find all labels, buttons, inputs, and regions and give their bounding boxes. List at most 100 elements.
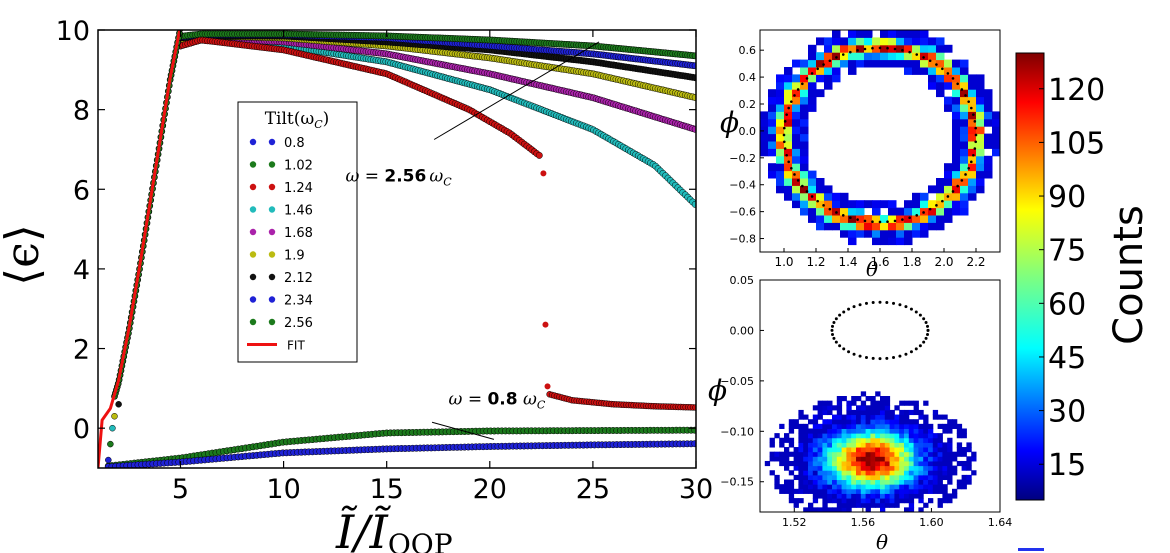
heatmap-cell [803,488,809,494]
heatmap-cell [968,81,977,90]
heatmap-cell [816,37,825,46]
heatmap-cell [822,428,828,434]
heatmap-cell [912,192,921,201]
heatmap-cell [808,96,817,105]
ellipse-dot [909,350,913,354]
heatmap-cell [803,465,809,471]
heatmap-cell [808,207,817,216]
heatmap-cell [947,419,953,425]
heatmap-cell [851,484,857,490]
heatmap-cell [856,488,862,494]
ring-dot [915,214,919,217]
heatmap-cell [827,419,833,425]
heatmap-cell [904,229,913,238]
heatmap-cell [846,433,852,439]
legend-item-1.9: 1.9 [249,249,305,264]
heatmap-cell [851,447,857,453]
heatmap-cell [875,447,881,453]
heatmap-cell [865,488,871,494]
inset-bottom-ylabel: ϕ [708,374,727,407]
ellipse-dot [878,300,882,304]
ring-dot [782,140,786,144]
heatmap-cell [851,433,857,439]
heatmap-cell [836,442,843,448]
heatmap-cell [976,89,985,98]
heatmap-cell [856,465,862,471]
heatmap-cell [784,456,790,462]
heatmap-cell [798,451,804,457]
heatmap-cell [841,465,847,471]
heatmap-cell [908,437,915,443]
heatmap-cell [870,396,876,402]
heatmap-cell [875,414,881,420]
heatmap-cell [827,447,833,453]
heatmap-cell [803,460,809,467]
heatmap-cell [961,479,967,485]
heatmap-cell [856,447,862,453]
heatmap-cell [832,222,841,231]
heatmap-cell [932,488,939,494]
legend-item-2.12: 2.12 [249,271,313,286]
heatmap-cell [894,419,900,425]
heatmap-cell [841,474,847,481]
rise-point-2 [109,424,116,432]
heatmap-cell [904,52,913,61]
heatmap-cell [923,479,929,485]
heatmap-cell [899,451,905,457]
heatmap-cell [966,447,972,453]
heatmap-cell [952,96,961,105]
heatmap-cell [908,456,915,462]
heatmap-cell [956,442,963,448]
heatmap-cell [846,474,852,481]
heatmap-cell [956,428,963,434]
ring-dot [974,126,978,130]
heatmap-cell [812,484,819,490]
heatmap-cell [832,484,838,490]
heatmap-cell [812,442,819,448]
heatmap-cell [856,200,865,209]
heatmap-cell [856,44,865,53]
ring-dot [790,166,793,170]
heatmap-cell [803,470,809,476]
heatmap-cell [960,104,969,112]
heatmap-cell [827,409,833,416]
heatmap-cell [817,507,823,512]
heatmap-cell [880,498,886,504]
series-1.24-upper [177,36,543,159]
heatmap-cell [800,118,809,127]
heatmap-cell [846,437,852,443]
heatmap-cell [856,460,862,467]
heatmap-cell [908,479,915,485]
heatmap-cell [968,126,977,135]
heatmap-cell [920,52,929,61]
heatmap-cell [827,493,833,499]
inset-top-heatmap [760,30,1000,246]
heatmap-cell [808,59,817,68]
heatmap-cell [788,479,795,485]
inset-top-ytick-label: 0.4 [739,71,757,84]
heatmap-cell [851,396,857,402]
heatmap-cell [776,81,785,90]
heatmap-cell [808,484,814,490]
heatmap-cell [875,460,881,467]
heatmap-cell [800,96,809,105]
heatmap-cell [800,104,809,112]
heatmap-cell [937,498,943,504]
ring-dot [835,211,838,214]
heatmap-cell [894,465,900,471]
heatmap-cell [808,200,817,209]
ring-dot [973,147,977,150]
heatmap-cell [928,437,934,443]
heatmap-cell [808,81,817,90]
series-1.24-lower [546,391,696,411]
heatmap-cell [827,470,833,476]
ring-dot [793,94,796,97]
series-0.8-low-point-158 [691,440,696,448]
heatmap-cell [961,433,967,439]
heatmap-cell [889,419,895,425]
heatmap-cell [836,479,843,485]
heatmap-cell [864,37,873,46]
heatmap-cell [904,44,913,53]
ring-dot [856,49,859,52]
